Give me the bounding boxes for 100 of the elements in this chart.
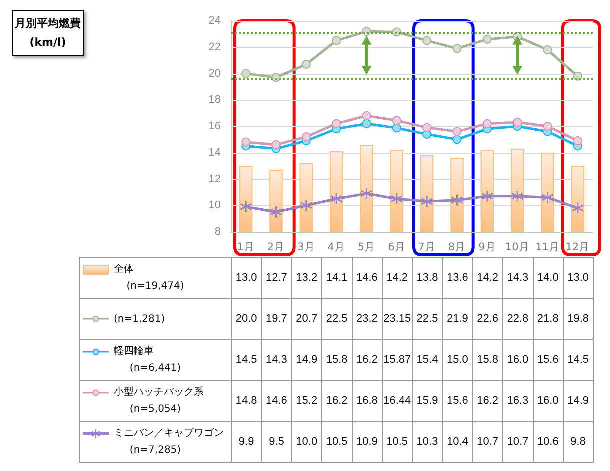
point bbox=[543, 46, 552, 55]
y-tick-label: 24 bbox=[208, 15, 221, 27]
point bbox=[270, 206, 282, 218]
y-tick-label: 18 bbox=[208, 94, 221, 106]
data-label: 19.7 bbox=[262, 298, 292, 340]
data-label: 15.2 bbox=[292, 380, 322, 422]
point bbox=[451, 194, 464, 207]
data-label: 10.3 bbox=[412, 422, 443, 462]
data-label: 14.0 bbox=[533, 258, 564, 298]
data-label: 10.9 bbox=[352, 422, 382, 462]
point bbox=[242, 69, 251, 78]
x-tick-label: 8月 bbox=[448, 242, 466, 254]
data-label: 23.2 bbox=[352, 298, 382, 340]
point bbox=[482, 34, 492, 44]
data-label: 12.7 bbox=[262, 258, 292, 298]
data-label: 9.5 bbox=[262, 422, 292, 462]
point bbox=[572, 202, 584, 215]
data-label: 14.9 bbox=[292, 340, 322, 380]
data-label: 13.8 bbox=[412, 258, 443, 298]
data-label: 16.8 bbox=[352, 380, 382, 422]
legend-label: 小型ハッチバック系 (n=5,054) bbox=[114, 386, 204, 415]
data-label: 16.2 bbox=[352, 340, 382, 380]
text: (km/l) bbox=[30, 36, 66, 49]
point bbox=[302, 132, 311, 142]
data-label: 13.6 bbox=[442, 258, 473, 298]
data-label: 14.2 bbox=[382, 258, 412, 298]
point bbox=[420, 195, 434, 208]
data-label: 15.8 bbox=[322, 340, 352, 380]
point bbox=[452, 44, 462, 54]
point bbox=[332, 119, 342, 128]
point bbox=[452, 127, 462, 136]
data-label: 9.8 bbox=[563, 422, 594, 462]
data-label: 15.0 bbox=[442, 340, 473, 380]
data-label: 22.5 bbox=[412, 298, 443, 340]
legend-label: 軽四輪車 (n=6,441) bbox=[114, 344, 182, 374]
point bbox=[362, 119, 372, 128]
point bbox=[362, 111, 372, 120]
data-label: 10.5 bbox=[322, 422, 352, 462]
data-label: 22.6 bbox=[472, 298, 503, 340]
data-label: 10.0 bbox=[292, 422, 322, 462]
point bbox=[511, 190, 524, 203]
y-tick-label: 22 bbox=[208, 41, 221, 54]
data-label: 22.8 bbox=[502, 298, 534, 340]
point bbox=[481, 190, 494, 203]
data-label: 16.3 bbox=[502, 380, 534, 422]
data-label: 20.7 bbox=[292, 298, 322, 340]
data-label: 14.3 bbox=[262, 340, 292, 380]
data-label: 13.0 bbox=[563, 258, 594, 298]
data-label: 10.4 bbox=[442, 422, 473, 462]
point bbox=[573, 136, 582, 146]
data-label: 14.5 bbox=[563, 340, 594, 380]
data-label: 14.3 bbox=[502, 258, 534, 298]
legend-label: 全体 (n=19,474) bbox=[114, 263, 184, 292]
data-label: 14.2 bbox=[472, 258, 503, 298]
y-tick-label: 14 bbox=[208, 146, 221, 159]
x-tick-label: 4月 bbox=[328, 242, 346, 254]
point bbox=[482, 119, 492, 128]
point bbox=[422, 123, 432, 132]
y-tick-label: 10 bbox=[208, 200, 221, 212]
data-label: 10.7 bbox=[472, 422, 503, 462]
x-tick-label: 7月 bbox=[418, 242, 436, 254]
text: 月別平均燃費 bbox=[15, 17, 81, 30]
data-label: 15.6 bbox=[533, 340, 564, 380]
legend-label: (n=1,281) bbox=[114, 312, 166, 326]
point bbox=[360, 188, 373, 200]
y-tick-label: 20 bbox=[208, 68, 221, 80]
data-label: 21.8 bbox=[533, 298, 564, 340]
point bbox=[242, 138, 251, 147]
legend-label: ミニバン／キャブワゴン (n=7,285) bbox=[114, 426, 224, 456]
data-label: 22.5 bbox=[322, 298, 352, 340]
data-label: 23.15 bbox=[382, 298, 412, 340]
data-label: 14.5 bbox=[232, 340, 262, 380]
data-label: 21.9 bbox=[442, 298, 473, 340]
data-label: 15.4 bbox=[412, 340, 443, 380]
x-tick-label: 2月 bbox=[267, 242, 286, 254]
data-label: 15.87 bbox=[382, 340, 412, 380]
data-label: 16.44 bbox=[382, 380, 412, 422]
x-tick-label: 11月 bbox=[536, 242, 560, 254]
point bbox=[542, 191, 554, 204]
point bbox=[452, 135, 462, 144]
data-label: 14.6 bbox=[262, 380, 292, 422]
data-label: 10.6 bbox=[533, 422, 564, 462]
data-label: 15.8 bbox=[472, 340, 503, 380]
data-label: 10.7 bbox=[502, 422, 534, 462]
x-tick-label: 6月 bbox=[388, 242, 406, 254]
data-label: 16.2 bbox=[322, 380, 352, 422]
point bbox=[543, 122, 552, 131]
data-label: 14.1 bbox=[322, 258, 352, 298]
point bbox=[240, 200, 252, 214]
point bbox=[422, 36, 432, 46]
point bbox=[302, 60, 311, 70]
data-label: 9.9 bbox=[232, 422, 262, 462]
point bbox=[392, 124, 402, 133]
x-tick-label: 1月 bbox=[237, 242, 255, 254]
data-label: 13.0 bbox=[232, 258, 262, 298]
data-label: 14.9 bbox=[563, 380, 594, 422]
data-label: 16.0 bbox=[502, 340, 534, 380]
point bbox=[513, 118, 522, 128]
data-label: 19.8 bbox=[563, 298, 594, 340]
data-label: 16.0 bbox=[533, 380, 564, 422]
